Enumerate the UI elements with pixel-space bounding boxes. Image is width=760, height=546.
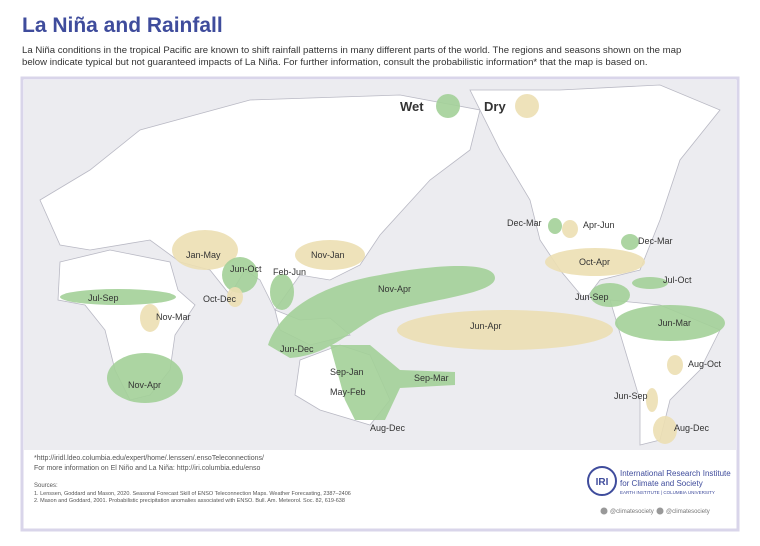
- region-label: Jun-Oct: [230, 264, 262, 274]
- region-label: Nov-Mar: [156, 312, 191, 322]
- legend: Wet Dry: [400, 94, 539, 118]
- social: @climatesociety @climatesociety: [600, 507, 710, 515]
- region-label: Sep-Mar: [414, 373, 449, 383]
- source: 1. Lenssen, Goddard and Mason, 2020. Sea…: [34, 491, 351, 497]
- region-label: Jul-Oct: [663, 275, 692, 285]
- region-label: Aug-Oct: [688, 359, 722, 369]
- region-label: Jun-Mar: [658, 318, 691, 328]
- region-label: Jul-Sep: [88, 293, 119, 303]
- region-label: Dec-Mar: [507, 218, 542, 228]
- region-label: Nov-Apr: [378, 284, 411, 294]
- region-label: Dec-Mar: [638, 236, 673, 246]
- region-label: Jun-Sep: [614, 391, 648, 401]
- title: La Niña and Rainfall: [22, 14, 223, 37]
- logo-affiliation: EARTH INSTITUTE | COLUMBIA UNIVERSITY: [620, 490, 715, 495]
- region-labels: Jul-Sep Nov-Mar Nov-Apr Jan-May Jun-Oct …: [88, 218, 722, 433]
- region-label: Feb-Jun: [273, 267, 306, 277]
- logo: IRI International Research Institute for…: [587, 466, 731, 496]
- intro: La Niña conditions in the tropical Pacif…: [22, 45, 681, 56]
- footnote: *http://iridl.ldeo.columbia.edu/expert/h…: [34, 455, 264, 462]
- footnote: For more information on El Niño and La N…: [34, 465, 261, 472]
- region-label: Jun-Dec: [280, 344, 314, 354]
- logo-name: International Research Institute: [620, 469, 731, 478]
- region-label: Nov-Apr: [128, 380, 161, 390]
- source: 2. Mason and Goddard, 2001. Probabilisti…: [34, 498, 345, 504]
- social-handle: @climatesociety: [610, 509, 654, 515]
- region-label: May-Feb: [330, 387, 366, 397]
- logo-name: for Climate and Society: [620, 479, 703, 488]
- intro: below indicate typical but not guarantee…: [22, 57, 648, 68]
- region-label: Aug-Dec: [370, 423, 406, 433]
- region-label: Nov-Jan: [311, 250, 345, 260]
- region-label: Oct-Apr: [579, 257, 610, 267]
- legend-swatch: [515, 94, 539, 118]
- region-label: Jun-Apr: [470, 321, 502, 331]
- legend-label: Dry: [484, 99, 506, 114]
- social-handle: @climatesociety: [666, 509, 710, 515]
- region-label: Apr-Jun: [583, 220, 615, 230]
- region-label: Aug-Dec: [674, 423, 710, 433]
- legend-label: Wet: [400, 99, 424, 114]
- region-label: Oct-Dec: [203, 294, 237, 304]
- sources-heading: Sources:: [34, 483, 58, 489]
- impact-areas: [60, 218, 725, 444]
- region-label: Jan-May: [186, 250, 221, 260]
- legend-swatch: [436, 94, 460, 118]
- region-label: Sep-Jan: [330, 367, 364, 377]
- region-label: Jun-Sep: [575, 292, 609, 302]
- footnotes: *http://iridl.ldeo.columbia.edu/expert/h…: [34, 455, 351, 504]
- logo-mark: IRI: [596, 477, 609, 488]
